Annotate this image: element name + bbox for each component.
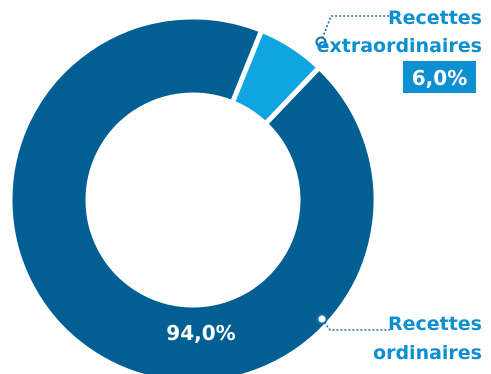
leader-dot-ordinaires: [316, 313, 328, 325]
callout-ordinaires: Recettes ordinaires: [316, 313, 482, 364]
leader-dot-extraordinaires: [315, 36, 327, 48]
leader-line-extraordinaires: [320, 15, 390, 43]
label-line-2-extraordinaires: extraordinaires: [317, 35, 482, 57]
callout-extraordinaires: Recettes extraordinaires 6,0%: [315, 7, 482, 93]
label-line-1-ordinaires: Recettes: [388, 313, 482, 335]
donut-slice-ordinaires: [7, 14, 379, 374]
label-line-2-ordinaires: ordinaires: [373, 342, 482, 364]
label-line-1-extraordinaires: Recettes: [388, 7, 482, 29]
value-label-ordinaires: 94,0%: [166, 321, 235, 345]
value-box-extraordinaires: [403, 61, 476, 93]
donut-slices: [7, 14, 379, 374]
value-label-extraordinaires: 6,0%: [412, 66, 467, 90]
